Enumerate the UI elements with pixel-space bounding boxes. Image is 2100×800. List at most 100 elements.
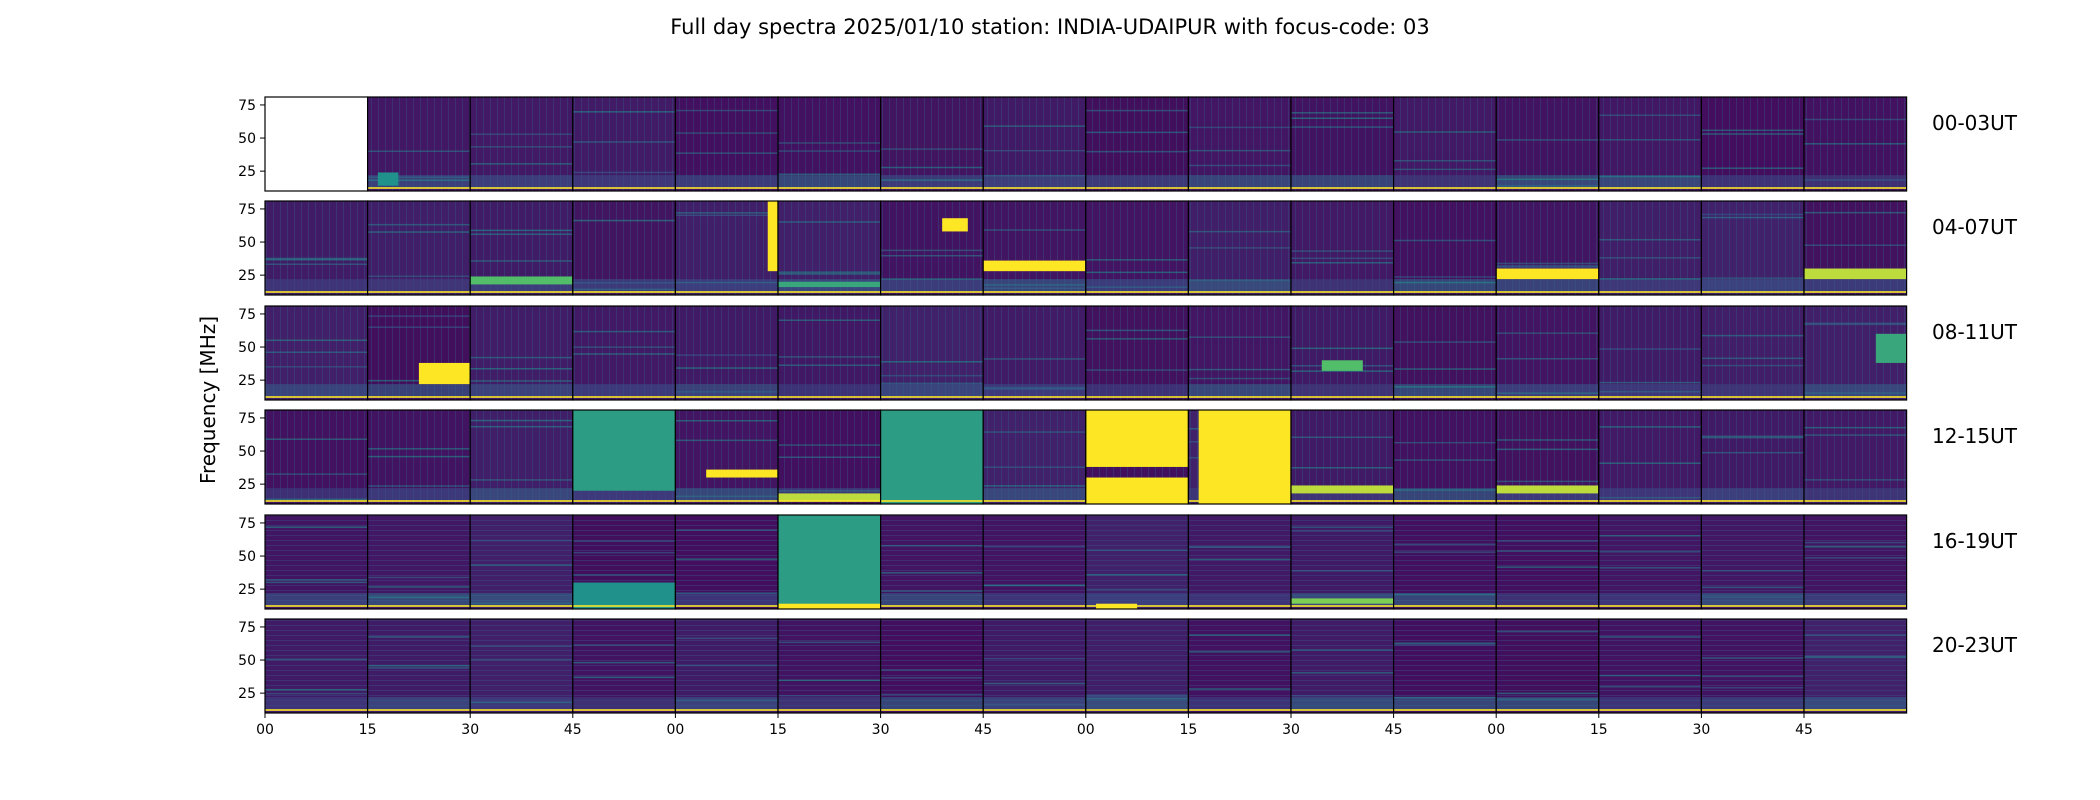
panel-frame: [1803, 305, 1908, 401]
panel-edge-strip: [1188, 291, 1291, 293]
spectrogram-panel: [674, 200, 779, 296]
spectrogram-panel: [1495, 514, 1600, 610]
bright-feature: [1085, 477, 1189, 504]
spectrogram-panel: [367, 96, 471, 192]
panel-edge-strip: [1085, 500, 1189, 502]
panel-edge-strip: [1701, 291, 1804, 293]
spectrogram-panel: [1700, 200, 1805, 296]
spectrogram-panel: [674, 96, 779, 192]
y-tick-label: 50: [238, 549, 256, 565]
spectrogram-panel: [982, 514, 1087, 610]
spectrogram-panel: [777, 305, 882, 401]
no-data-panel: [265, 97, 368, 191]
spectrogram-panel: [1803, 305, 1908, 401]
spectrogram-panel: [982, 200, 1087, 296]
row-time-label: 20-23UT: [1932, 633, 2018, 657]
panel-edge-strip: [880, 605, 984, 607]
panel-edge-strip: [1291, 187, 1394, 189]
spectra-row: 25 50 75 20-23UT: [238, 618, 2018, 714]
y-tick-label: 75: [238, 307, 256, 323]
panel-edge-strip: [470, 605, 573, 607]
noise-band: [1188, 279, 1291, 293]
spectrogram-panel: [1392, 96, 1497, 192]
noise-band: [1598, 175, 1702, 189]
spectrogram-panel: [1495, 409, 1600, 505]
x-tick-label: 45: [974, 722, 992, 738]
bright-feature: [706, 469, 778, 478]
noise-band: [1291, 384, 1394, 398]
y-tick-label: 75: [238, 98, 256, 114]
panel-edge-strip: [367, 396, 471, 398]
noise-band: [1393, 279, 1497, 293]
x-tick-label: 15: [1590, 722, 1608, 738]
panel-edge-strip: [880, 187, 984, 189]
bright-feature: [470, 276, 573, 285]
spectra-row: 25 50 75 08-11UT: [238, 305, 2018, 401]
x-tick-label: 45: [564, 722, 582, 738]
x-tick-label: 30: [872, 722, 890, 738]
bright-feature: [418, 362, 471, 385]
spectrogram-panel: [1187, 618, 1292, 714]
y-tick-label: 50: [238, 444, 256, 460]
x-axis: 00 15 30 45 00 15 30 45 00 15 30 45 00 15 30 45: [256, 713, 1813, 738]
noise-band: [1598, 697, 1702, 711]
noise-band: [1598, 384, 1702, 398]
spectrogram-panel: [1187, 409, 1292, 505]
bright-feature: [1496, 268, 1599, 280]
noise-band: [265, 488, 368, 502]
bright-feature: [377, 172, 399, 186]
spectrogram-panel: [1290, 514, 1395, 610]
spectrogram-panel: [777, 618, 882, 714]
panel-edge-strip: [778, 291, 881, 293]
noise-band: [1188, 384, 1291, 398]
noise-band: [265, 593, 368, 607]
bright-feature: [1291, 485, 1394, 494]
panel-edge-strip: [1085, 396, 1189, 398]
noise-band: [778, 384, 881, 398]
noise-band: [1804, 697, 1907, 711]
panel-edge-strip: [1188, 187, 1291, 189]
panel-edge-strip: [1496, 187, 1599, 189]
spectrogram-panel: [1700, 409, 1805, 505]
spectrogram-panel: [777, 96, 882, 192]
spectrogram-panel: [1495, 618, 1600, 714]
spectrogram-panel: [1598, 305, 1703, 401]
spectrogram-panel: [1290, 409, 1395, 505]
y-tick-label: 25: [238, 686, 256, 702]
panel-edge-strip: [983, 709, 1086, 711]
noise-band: [1496, 697, 1599, 711]
spectrogram-panel: [982, 96, 1087, 192]
y-tick-label: 50: [238, 131, 256, 147]
y-tick-label: 50: [238, 653, 256, 669]
x-tick-label: 15: [359, 722, 377, 738]
panel-edge-strip: [265, 291, 368, 293]
panel-edge-strip: [1291, 605, 1394, 607]
noise-band: [572, 279, 676, 293]
spectrogram-panel: [1392, 514, 1497, 610]
noise-band: [1804, 593, 1907, 607]
bright-feature: [572, 410, 676, 491]
panel-edge-strip: [778, 396, 881, 398]
row-time-label: 12-15UT: [1932, 424, 2018, 448]
spectrogram-panel: [469, 200, 574, 296]
noise-band: [1085, 384, 1189, 398]
spectrogram-panel: [1392, 305, 1497, 401]
panel-edge-strip: [1085, 605, 1189, 607]
panel-edge-strip: [1188, 709, 1291, 711]
bright-feature: [880, 410, 984, 504]
spectrogram-panel: [879, 514, 984, 610]
noise-band: [1701, 593, 1804, 607]
spectrogram-panel: [1700, 618, 1805, 714]
spectrogram-panel: [1085, 200, 1190, 296]
y-tick-label: 50: [238, 340, 256, 356]
spectrogram-panel: [1598, 514, 1703, 610]
spectrogram-panel: [674, 305, 779, 401]
panel-edge-strip: [983, 605, 1086, 607]
noise-band: [1701, 175, 1804, 189]
panel-edge-strip: [1496, 709, 1599, 711]
spectrogram-panel: [367, 618, 471, 714]
spectrogram-panel: [982, 305, 1087, 401]
noise-band: [1085, 593, 1189, 607]
spectrogram-panel: [879, 618, 984, 714]
row-time-label: 08-11UT: [1932, 320, 2018, 344]
